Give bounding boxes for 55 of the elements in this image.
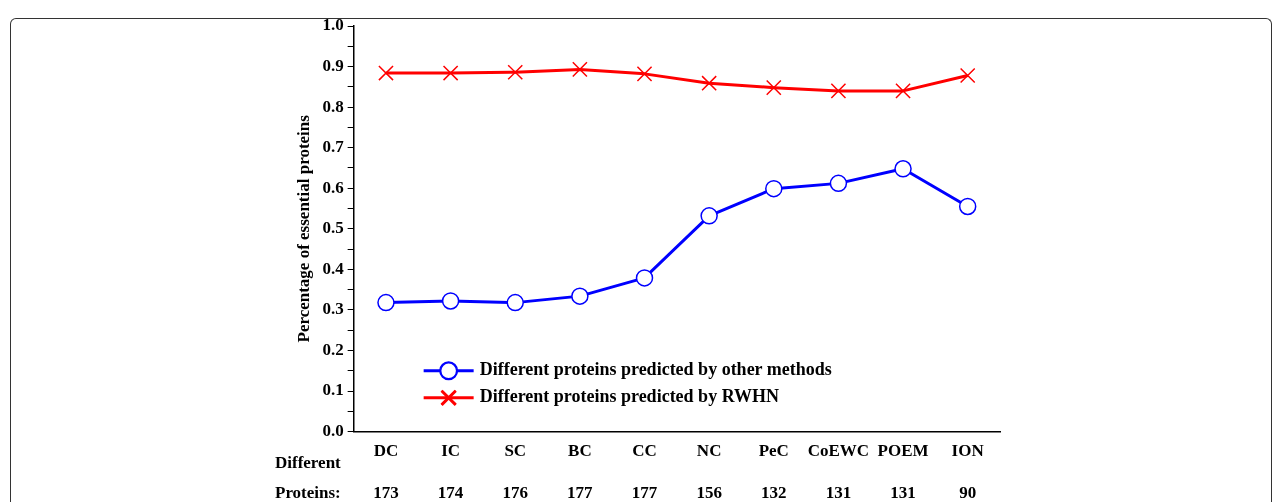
x-tick-label: PeC [758,441,789,461]
y-tick-label: 0.6 [322,177,344,197]
point [765,179,783,198]
point [378,65,394,81]
y-tick-label: 0.5 [322,218,344,238]
point [441,292,460,310]
text: 173 [373,483,399,502]
point [830,83,847,99]
point [701,75,717,92]
x-tick-label: POEM [877,441,929,461]
point [958,197,977,216]
text: 131 [890,483,916,502]
x-tick-label: BC [568,441,592,461]
x-tick-label: DC [373,441,399,461]
text: Different Proteins: [275,453,342,502]
x-tick-label: ION [951,441,985,461]
point [507,64,524,81]
text: 174 [437,483,464,502]
text: 156 [696,483,722,502]
x-tick-label: SC [504,441,527,461]
point [442,65,459,81]
point [571,287,589,305]
y-axis-title: Percentage of essential proteins [293,114,313,343]
text: 177 [567,483,594,502]
x-tick-label: IC [441,441,461,461]
text: 132 [761,483,787,502]
y-tick-label: 0.7 [322,137,345,157]
point [377,293,395,312]
legend-label: Different proteins predicted by RWHN [479,386,780,407]
y-tick-label: 0.4 [322,258,345,278]
x-tick-label: CoEWC [807,441,870,461]
y-tick-label: 0.0 [322,420,344,440]
point [829,174,848,193]
text: 177 [631,483,658,502]
x-tick-label: NC [696,441,722,461]
text: 90 [959,483,977,502]
point [895,83,911,99]
point [959,67,976,84]
point [506,293,524,312]
y-tick-label: 0.2 [322,339,344,359]
y-tick-label: 0.1 [322,380,344,400]
y-tick-label: 1.0 [322,15,344,35]
point [572,61,588,78]
point [700,207,718,225]
legend-label: Different proteins predicted by other methods [479,359,832,380]
y-tick-label: 0.9 [322,55,344,75]
y-tick-label: 0.3 [322,299,344,319]
text: 131 [825,483,852,502]
point [636,66,653,82]
y-tick-label: 0.8 [322,96,344,116]
point [635,269,654,287]
point [894,160,912,178]
x-tick-label: CC [632,441,657,461]
point [765,79,782,96]
text: 176 [502,483,528,502]
